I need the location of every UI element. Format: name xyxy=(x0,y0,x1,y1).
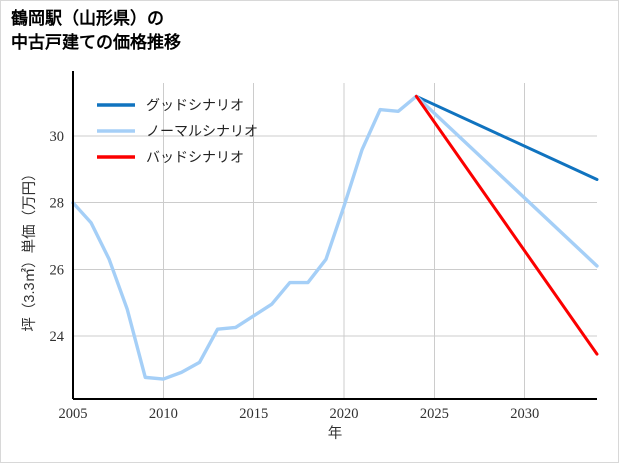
series-line-bad xyxy=(414,94,599,356)
series-lines xyxy=(71,94,599,381)
legend-label: ノーマルシナリオ xyxy=(146,125,258,140)
x-tick-label: 2025 xyxy=(420,406,449,422)
page-title: 鶴岡駅（山形県）の 中古戸建ての価格推移 xyxy=(11,7,181,55)
axis-lines xyxy=(72,71,597,400)
x-axis-tick-labels: 2005 2010 2015 2020 2025 2030 xyxy=(59,406,540,422)
y-tick-label: 30 xyxy=(50,129,65,145)
x-tick-label: 2015 xyxy=(239,406,268,422)
y-tick-label: 24 xyxy=(50,329,65,345)
legend-label: グッドシナリオ xyxy=(146,98,244,114)
grid-lines xyxy=(73,83,597,399)
title-line-1: 鶴岡駅（山形県）の xyxy=(11,9,164,28)
legend-label: バッドシナリオ xyxy=(146,151,244,166)
x-tick-label: 2005 xyxy=(59,406,88,422)
x-tick-label: 2030 xyxy=(510,406,539,422)
y-axis-title: 坪（3.3㎡）単価（万円） xyxy=(21,166,38,331)
y-tick-label: 26 xyxy=(50,262,65,278)
x-axis-title: 年 xyxy=(328,425,343,442)
title-line-2: 中古戸建ての価格推移 xyxy=(11,33,181,53)
series-line-normal xyxy=(71,94,599,381)
series-line-good xyxy=(414,94,599,181)
y-tick-label: 28 xyxy=(50,196,65,212)
x-tick-label: 2010 xyxy=(149,406,178,422)
y-axis-tick-labels: 24 26 28 30 xyxy=(50,129,65,345)
x-tick-label: 2020 xyxy=(330,406,359,422)
